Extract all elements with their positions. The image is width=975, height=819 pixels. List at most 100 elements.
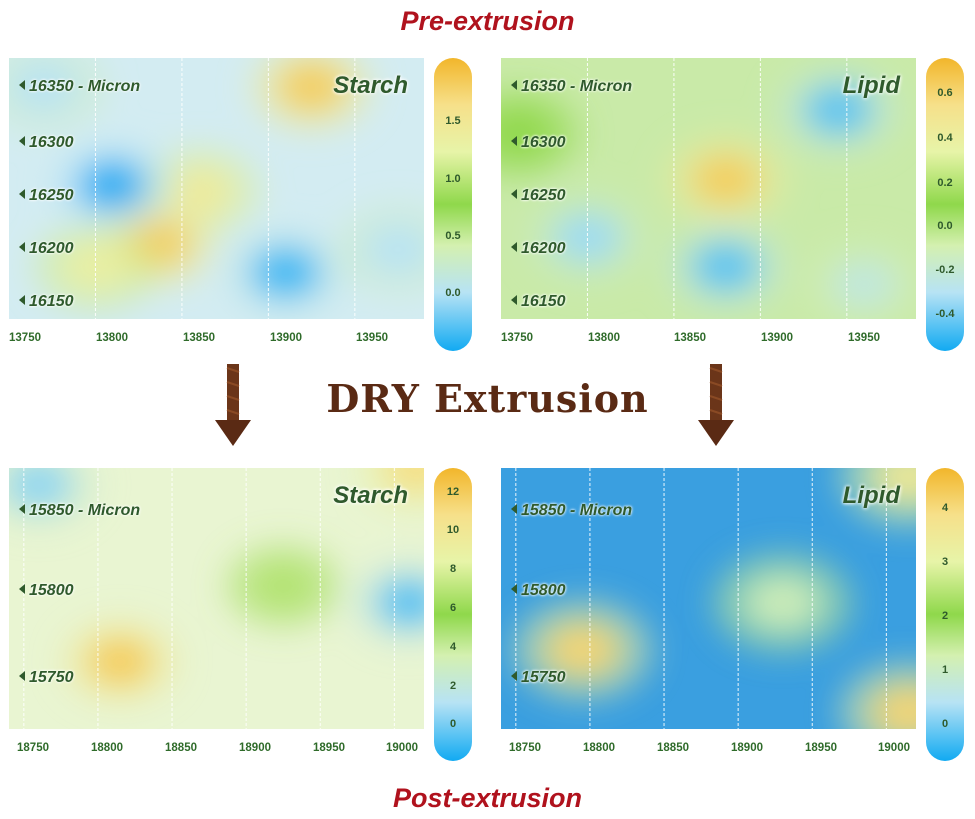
down-arrow-icon bbox=[698, 364, 734, 446]
x-tick-label: 13750 bbox=[9, 332, 41, 344]
x-tick-label: 19000 bbox=[878, 742, 910, 754]
color-scale-tick: 4 bbox=[449, 641, 457, 653]
color-scale-tick: -0.2 bbox=[935, 264, 955, 276]
y-tick-label: 15800 bbox=[19, 582, 74, 600]
caret-left-icon bbox=[511, 295, 517, 305]
heatmap-hotspot bbox=[804, 85, 873, 135]
color-scale-tick: 1.0 bbox=[445, 173, 461, 185]
color-scale-tick: 3 bbox=[941, 556, 949, 568]
color-scale-tick: 2 bbox=[449, 680, 457, 692]
y-tick-label: 15800 bbox=[511, 582, 566, 600]
heatmap-hotspot bbox=[251, 248, 320, 298]
caret-left-icon bbox=[511, 80, 517, 90]
x-tick-label: 18750 bbox=[509, 742, 541, 754]
caret-left-icon bbox=[511, 584, 517, 594]
color-scale-tick: 0.0 bbox=[937, 220, 953, 232]
heatmap-hotspot bbox=[88, 638, 153, 685]
heatmap-hotspot bbox=[830, 259, 899, 309]
x-tick-label: 19000 bbox=[386, 742, 418, 754]
color-scale-bar: 0.6 0.4 0.2 0.0 -0.2 -0.4 bbox=[926, 58, 964, 351]
caret-left-icon bbox=[511, 671, 517, 681]
y-tick-label: 16200 bbox=[19, 240, 74, 258]
color-scale-tick: 0 bbox=[449, 718, 457, 730]
heatmap-svg bbox=[9, 58, 424, 319]
heatmap-hotspot bbox=[691, 242, 760, 292]
heatmap-svg bbox=[501, 58, 916, 319]
x-tick-label: 13900 bbox=[761, 332, 793, 344]
caret-left-icon bbox=[19, 242, 25, 252]
heatmap-hotspot bbox=[61, 242, 130, 292]
caret-left-icon bbox=[19, 671, 25, 681]
heatmap-plot: Lipid 15850 - Micron 15800 15750 bbox=[501, 468, 916, 729]
y-tick-label: 16300 bbox=[19, 134, 74, 152]
y-tick-label: 16250 bbox=[511, 187, 566, 205]
x-tick-label: 13750 bbox=[501, 332, 533, 344]
y-tick-label: 15850 - Micron bbox=[511, 502, 632, 520]
color-scale-tick: 0.5 bbox=[445, 230, 461, 242]
pre-extrusion-title: Pre-extrusion bbox=[400, 6, 575, 36]
y-tick-label: 16250 bbox=[19, 187, 74, 205]
x-tick-label: 18950 bbox=[805, 742, 837, 754]
caret-left-icon bbox=[19, 504, 25, 514]
x-tick-label: 13950 bbox=[356, 332, 388, 344]
x-tick-label: 18800 bbox=[583, 742, 615, 754]
x-tick-label: 13850 bbox=[674, 332, 706, 344]
color-scale-tick: 0.6 bbox=[937, 87, 953, 99]
y-tick-label: 16300 bbox=[511, 134, 566, 152]
caret-left-icon bbox=[511, 189, 517, 199]
heatmap-title: Starch bbox=[333, 72, 408, 99]
heatmap-hotspot bbox=[870, 468, 916, 505]
heatmap-hotspot bbox=[377, 579, 424, 626]
color-scale-tick: 12 bbox=[446, 486, 460, 498]
color-scale-tick: -0.4 bbox=[935, 308, 955, 320]
caret-left-icon bbox=[19, 295, 25, 305]
caret-left-icon bbox=[511, 242, 517, 252]
color-scale-tick: 0 bbox=[941, 718, 949, 730]
x-tick-label: 18950 bbox=[313, 742, 345, 754]
x-tick-label: 18900 bbox=[239, 742, 271, 754]
heatmap-hotspot bbox=[9, 468, 71, 508]
heatmap-hotspot bbox=[78, 161, 147, 211]
color-scale-tick: 10 bbox=[446, 524, 460, 536]
color-scale-tick: 0.2 bbox=[937, 177, 953, 189]
heatmap-hotspot bbox=[691, 155, 760, 205]
x-tick-label: 13800 bbox=[96, 332, 128, 344]
color-scale-tick: 4 bbox=[941, 502, 949, 514]
heatmap-hotspot bbox=[870, 684, 916, 729]
heatmap-svg bbox=[501, 468, 916, 729]
heatmap-hotspot bbox=[9, 62, 78, 112]
color-scale-tick: 6 bbox=[449, 602, 457, 614]
caret-left-icon bbox=[19, 189, 25, 199]
heatmap-hotspot bbox=[744, 574, 822, 631]
x-tick-label: 18900 bbox=[731, 742, 763, 754]
post-extrusion-title: Post-extrusion bbox=[392, 783, 583, 813]
y-tick-label: 16350 - Micron bbox=[19, 78, 140, 96]
heatmap-plot: Lipid 16350 - Micron 16300 16250 16200 1… bbox=[501, 58, 916, 319]
x-tick-label: 13850 bbox=[183, 332, 215, 344]
color-scale-tick: 1.5 bbox=[445, 115, 461, 127]
y-tick-label: 16350 - Micron bbox=[511, 78, 632, 96]
heatmap-title: Lipid bbox=[842, 482, 900, 509]
heatmap-hotspot bbox=[363, 224, 424, 274]
color-scale-bar: 12 10 8 6 4 2 0 bbox=[434, 468, 472, 761]
color-scale-bar: 4 3 2 1 0 bbox=[926, 468, 964, 761]
y-tick-label: 15750 bbox=[511, 669, 566, 687]
x-tick-label: 18800 bbox=[91, 742, 123, 754]
x-tick-label: 13800 bbox=[588, 332, 620, 344]
y-tick-label: 15750 bbox=[19, 669, 74, 687]
color-scale-tick: 8 bbox=[449, 563, 457, 575]
x-tick-label: 18850 bbox=[657, 742, 689, 754]
down-arrow-icon bbox=[215, 364, 251, 446]
y-tick-label: 15850 - Micron bbox=[19, 502, 140, 520]
color-scale-tick: 1 bbox=[941, 664, 949, 676]
color-scale-bar: 1.5 1.0 0.5 0.0 bbox=[434, 58, 472, 351]
heatmap-title: Lipid bbox=[842, 72, 900, 99]
caret-left-icon bbox=[511, 136, 517, 146]
caret-left-icon bbox=[511, 504, 517, 514]
heatmap-plot: Starch 16350 - Micron 16300 16250 16200 … bbox=[9, 58, 424, 319]
y-tick-label: 16150 bbox=[511, 293, 566, 311]
y-tick-label: 16150 bbox=[19, 293, 74, 311]
process-label: DRY Extrusion bbox=[326, 376, 649, 421]
color-scale-tick: 2 bbox=[941, 610, 949, 622]
heatmap-plot: Starch 15850 - Micron 15800 15750 bbox=[9, 468, 424, 729]
